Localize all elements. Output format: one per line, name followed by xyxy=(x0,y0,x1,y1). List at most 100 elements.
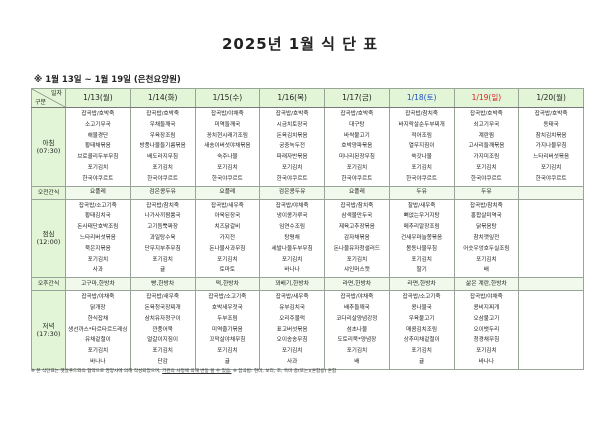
row-label-text: 아침 xyxy=(42,138,55,147)
menu-item: 한국야쿠르트 xyxy=(211,175,243,182)
row-label: 저녁 (17:30) xyxy=(31,290,66,370)
day-header: 1/16(목) xyxy=(259,88,325,108)
menu-item: 돈육김치볶음 xyxy=(276,132,308,139)
menu-item: 깐풍어묵 xyxy=(152,326,173,333)
meal-row: 저녁 (17:30) 잡곡밥/야채죽 닭개장 한식잡채 생선까스*타르타르드레싱 유채겉절이… xyxy=(31,290,584,370)
header-row: 일자 구분 1/13(월) 1/14(화) 1/15(수) 1/16(목) 1/17(금… xyxy=(31,88,584,108)
snack-cell: 라면,한방차 xyxy=(388,277,455,292)
menu-item: 돈나물유자청샐러드 xyxy=(333,245,381,252)
menu-item: 세발나물두부무침 xyxy=(271,245,313,252)
menu-item: 배추들깨국 xyxy=(344,304,370,311)
menu-item: 미역줄기볶음 xyxy=(211,326,243,333)
snack-cell xyxy=(518,277,584,292)
menu-item: 잡곡밥/호박죽 xyxy=(340,111,374,117)
menu-item: 표고버섯볶음 xyxy=(276,326,308,333)
menu-item: 잡곡밥/소고기죽 xyxy=(402,294,441,301)
menu-item: 포기김치 xyxy=(346,164,368,171)
menu-item: 쇠고기무국 xyxy=(473,121,500,128)
menu-item: 오이송송무침 xyxy=(276,337,308,344)
menu-item: 숙주나물 xyxy=(217,154,238,161)
menu-item: 파래자반볶음 xyxy=(276,154,308,161)
snack-cell: 떡,한방차 xyxy=(194,277,261,292)
meal-cell: 잡곡밥/참치죽 삼색물만두국 제육고추장볶음 감자채볶음 돈나물유자청샐러드 포기김치 샤인… xyxy=(324,198,390,279)
day-header: 1/17(금) xyxy=(324,88,390,108)
meal-cell: 잡곡밥/야채죽 배추들깨국 코다리살양념강정 섬초나물 도토리묵*양념장 포기김치 배 xyxy=(324,290,390,370)
menu-item: 대구탕 xyxy=(349,121,365,128)
row-label-text: 오후간식 xyxy=(37,281,60,288)
menu-item: 잡곡밥/새우죽 xyxy=(210,202,244,209)
row-label: 아침 (07:30) xyxy=(31,107,66,187)
menu-item: 미나리된장무침 xyxy=(338,154,375,161)
menu-item: 느타리버섯볶음 xyxy=(79,234,116,241)
menu-item: 귤 xyxy=(419,358,425,365)
menu-item: 한국야쿠르트 xyxy=(276,175,308,182)
menu-item: 콩나물국 xyxy=(411,304,432,311)
menu-item: 사과 xyxy=(286,358,298,365)
menu-item: 잡곡밥/소고기죽 xyxy=(208,294,247,301)
menu-item: 잡곡밥/소고기죽 xyxy=(78,202,117,209)
footer-note-underlined: 기관의 사정에 의해 변동 될 수 있음. xyxy=(162,369,232,374)
meal-cell: 잡곡밥/야채죽 콩비지찌개 오삼불고기 오이뱃두리 청경채무침 포기김치 바나나 xyxy=(453,290,520,370)
menu-item: 계란찜 xyxy=(478,132,495,139)
menu-item: 느타리버섯볶음 xyxy=(533,154,570,161)
menu-item: 메추리알장조림 xyxy=(403,224,440,231)
menu-item: 한국야쿠르트 xyxy=(82,175,114,182)
menu-item: 한식잡채 xyxy=(87,315,109,322)
menu-item: 쑥갓나물 xyxy=(411,154,432,161)
menu-item: 묵은지볶음 xyxy=(85,245,111,252)
menu-item: 잡곡밥/야채죽 xyxy=(340,294,374,301)
menu-item: 귤 xyxy=(160,267,166,274)
menu-item: 상추미채겉절이 xyxy=(403,337,440,344)
menu-item: 참치깻잎전 xyxy=(473,234,500,241)
row-label-text: 저녁 xyxy=(42,321,55,330)
menu-item: 포기김치 xyxy=(476,164,497,171)
meal-cell: 잡곡밥/호박죽 대구탕 바싹불고기 호박양파볶음 미나리된장무침 포기김치 한국야쿠르트 xyxy=(324,107,390,187)
meal-cell: 찰밥/새우죽 뼈없는우거지탕 메추리알장조림 건새우마늘쫑볶음 봄동나물무침 포기김치 딸기 xyxy=(388,198,455,279)
menu-item: 포기김치 xyxy=(152,348,173,355)
menu-item: 포기김치 xyxy=(87,164,109,171)
menu-item: 유채겉절이 xyxy=(85,337,111,344)
meal-plan-table: 일자 구분 1/13(월) 1/14(화) 1/15(수) 1/16(목) 1/17(금… xyxy=(31,88,584,370)
snack-cell: 요플레 xyxy=(65,185,131,200)
menu-item: 포기김치 xyxy=(476,256,497,263)
menu-item: 냉이콩가루국 xyxy=(276,213,308,220)
snack-cell: 라면,한방차 xyxy=(324,277,390,292)
menu-item: 잡곡밥/참치죽 xyxy=(146,202,179,209)
menu-item: 새송이버섯야채볶음 xyxy=(204,143,251,150)
menu-item: 브로콜리두부무침 xyxy=(77,154,119,161)
footer-note-2: ※ 잡곡밥: 현미, 보리, 조, 흑미 중(또는)(혼합용) 혼합 xyxy=(231,369,337,374)
row-label: 점심 (12:00) xyxy=(31,198,66,279)
diagonal-divider xyxy=(32,89,65,107)
meal-cell: 잡곡밥/야채죽 닭개장 한식잡채 생선까스*타르타르드레싱 유채겉절이 포기김치 바나나 xyxy=(65,290,131,370)
menu-item: 호박새우젓국 xyxy=(211,304,243,311)
menu-item: 도토리묵*양념장 xyxy=(337,337,377,344)
menu-item: 단감 xyxy=(157,358,168,365)
menu-item: 탕평채 xyxy=(284,234,300,241)
menu-item: 적어조림 xyxy=(411,132,432,139)
menu-item: 잡곡밥/참치죽 xyxy=(469,202,503,209)
meal-cell: 잡곡밥/호박죽 동태국 참치김치볶음 가지나물무침 느타리버섯볶음 포기김치 한국야쿠르트 xyxy=(518,107,584,187)
menu-item: 어슷우엉호두실조림 xyxy=(463,245,510,252)
snack-cell: 빵,한방차 xyxy=(129,277,196,292)
menu-item: 꼬막살야채무침 xyxy=(209,337,246,344)
menu-item: 해물경단 xyxy=(87,132,109,139)
menu-item: 한국야쿠르트 xyxy=(341,175,373,182)
menu-item: 청경채무침 xyxy=(473,337,500,344)
menu-item: 잡곡밥/야채죽 xyxy=(81,294,115,301)
snack-cell: 검은콩두유 xyxy=(259,185,325,200)
menu-item: 열무지짐이 xyxy=(408,143,435,150)
page-title: 2025년 1월 식 단 표 xyxy=(221,35,379,53)
menu-item: 잡곡밥/야채죽 xyxy=(469,294,503,301)
corner-category-label: 구분 xyxy=(35,99,47,106)
snack-cell: 검은콩두유 xyxy=(129,185,196,200)
menu-item: 바나나 xyxy=(90,358,106,365)
menu-item: 한국야쿠르트 xyxy=(147,175,179,182)
day-header: 1/13(월) xyxy=(65,88,131,108)
day-header: 1/14(화) xyxy=(129,88,196,108)
menu-item: 가지미조림 xyxy=(473,154,500,161)
menu-item: 배도라지무침 xyxy=(147,154,179,161)
meal-cell: 잡곡밥/새우죽 아욱된장국 치즈닭갈비 가지전 돈나물사과무침 포기김치 토마토 xyxy=(194,198,261,279)
menu-item: 한국야쿠르트 xyxy=(406,175,438,182)
menu-item: 홍합살미역국 xyxy=(470,213,502,220)
menu-item: 샤인머스캣 xyxy=(344,267,370,274)
